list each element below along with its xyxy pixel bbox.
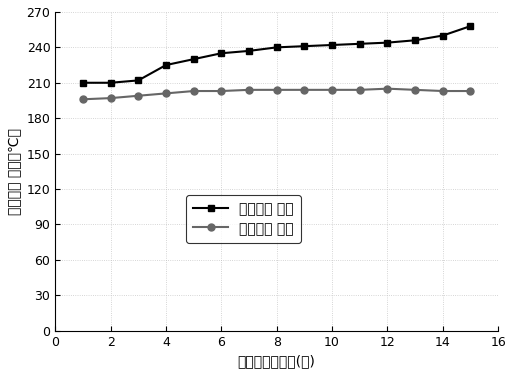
有换热器 运行 bbox=[329, 88, 335, 92]
有换热器 运行 bbox=[80, 97, 86, 102]
无换热器 运行 bbox=[80, 81, 86, 85]
无换热器 运行 bbox=[246, 49, 252, 53]
有换热器 运行 bbox=[135, 93, 142, 98]
有换热器 运行 bbox=[108, 96, 114, 100]
无换热器 运行 bbox=[135, 78, 142, 82]
有换热器 运行 bbox=[218, 89, 224, 93]
无换热器 运行 bbox=[190, 57, 196, 62]
X-axis label: 清灰后运行天数(天): 清灰后运行天数(天) bbox=[238, 354, 315, 368]
无换热器 运行 bbox=[357, 42, 363, 46]
有换热器 运行 bbox=[273, 88, 280, 92]
有换热器 运行 bbox=[467, 89, 473, 93]
无换热器 运行 bbox=[329, 43, 335, 47]
无换热器 运行 bbox=[440, 33, 446, 38]
无换热器 运行 bbox=[218, 51, 224, 56]
有换热器 运行 bbox=[440, 89, 446, 93]
Y-axis label: 进除尘器 烟温（℃）: 进除尘器 烟温（℃） bbox=[7, 128, 21, 215]
Line: 有换热器 运行: 有换热器 运行 bbox=[80, 85, 474, 103]
有换热器 运行 bbox=[246, 88, 252, 92]
有换热器 运行 bbox=[163, 91, 169, 96]
无换热器 运行 bbox=[273, 45, 280, 50]
无换热器 运行 bbox=[163, 63, 169, 67]
无换热器 运行 bbox=[301, 44, 307, 48]
无换热器 运行 bbox=[108, 81, 114, 85]
Line: 无换热器 运行: 无换热器 运行 bbox=[80, 22, 474, 86]
Legend: 无换热器 运行, 有换热器 运行: 无换热器 运行, 有换热器 运行 bbox=[186, 195, 301, 243]
有换热器 运行 bbox=[190, 89, 196, 93]
无换热器 运行 bbox=[384, 40, 390, 45]
有换热器 运行 bbox=[412, 88, 418, 92]
有换热器 运行 bbox=[357, 88, 363, 92]
无换热器 运行 bbox=[412, 38, 418, 42]
无换热器 运行 bbox=[467, 24, 473, 28]
有换热器 运行 bbox=[384, 86, 390, 91]
有换热器 运行 bbox=[301, 88, 307, 92]
